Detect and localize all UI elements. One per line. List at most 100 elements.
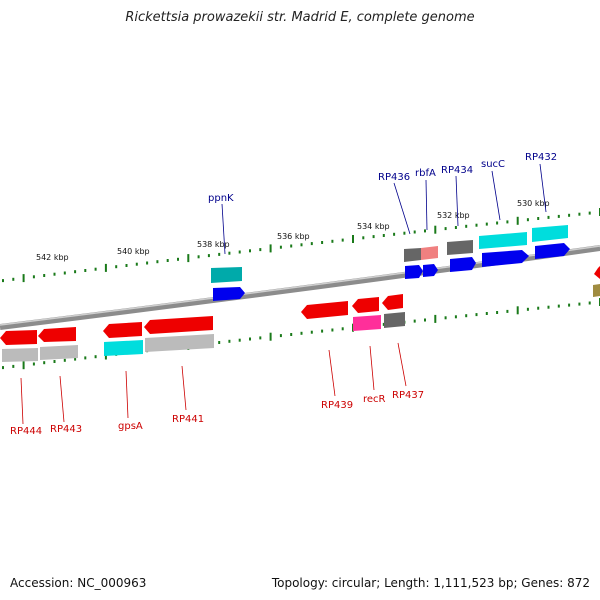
minor-tick <box>259 248 262 252</box>
major-tick <box>22 274 25 283</box>
major-tick <box>269 332 272 341</box>
gene-label-RP441: RP441 <box>172 414 204 425</box>
gene-feature[interactable] <box>450 257 476 272</box>
minor-tick <box>537 217 540 220</box>
minor-tick <box>249 249 251 253</box>
minor-tick <box>300 331 303 335</box>
minor-tick <box>424 229 426 233</box>
minor-tick <box>94 355 97 359</box>
gene-feature[interactable] <box>384 312 405 328</box>
gene-feature[interactable] <box>594 266 600 279</box>
major-tick <box>269 244 272 253</box>
minor-tick <box>115 265 118 269</box>
minor-tick <box>300 243 303 247</box>
minor-tick <box>43 274 46 277</box>
minor-tick <box>578 212 581 216</box>
minor-tick <box>32 362 35 366</box>
gene-feature[interactable] <box>423 264 438 277</box>
minor-tick <box>166 259 169 262</box>
minor-tick <box>218 252 221 256</box>
gene-feature[interactable] <box>447 240 473 255</box>
minor-tick <box>382 234 385 237</box>
minor-tick <box>321 241 324 244</box>
minor-tick <box>12 364 15 368</box>
minor-tick <box>557 214 560 218</box>
minor-tick <box>238 338 241 342</box>
gene-feature[interactable] <box>211 267 242 283</box>
forward-label-leaders <box>221 163 547 255</box>
minor-tick <box>588 301 591 305</box>
minor-tick <box>341 238 344 242</box>
gene-label-RP437: RP437 <box>392 390 424 401</box>
gene-feature[interactable] <box>353 315 381 331</box>
gene-feature[interactable] <box>145 334 214 352</box>
minor-tick <box>444 227 447 231</box>
scale-label-542: 542 kbp <box>36 253 69 262</box>
gene-label-RP436: RP436 <box>378 172 410 183</box>
minor-tick <box>279 334 282 338</box>
minor-tick <box>53 360 56 363</box>
scale-label-538: 538 kbp <box>197 240 230 249</box>
minor-tick <box>506 220 509 224</box>
scale-label-534: 534 kbp <box>357 222 390 231</box>
gene-feature[interactable] <box>301 301 348 319</box>
minor-tick <box>454 226 457 229</box>
major-tick <box>104 263 107 272</box>
minor-tick <box>228 339 231 343</box>
gene-label-RP439: RP439 <box>321 400 353 411</box>
minor-tick <box>341 327 344 331</box>
minor-tick <box>32 275 35 279</box>
major-tick <box>22 361 25 370</box>
minor-tick <box>496 221 499 225</box>
tick-track-outer <box>2 208 600 283</box>
minor-tick <box>372 235 375 239</box>
major-tick <box>434 225 437 234</box>
minor-tick <box>228 251 231 255</box>
gene-feature[interactable] <box>479 232 527 249</box>
gene-label-gpsA: gpsA <box>118 421 143 432</box>
gene-feature[interactable] <box>144 316 213 334</box>
gene-feature[interactable] <box>103 322 142 338</box>
gene-feature[interactable] <box>104 340 143 356</box>
gene-feature[interactable] <box>382 294 403 310</box>
gene-feature[interactable] <box>535 243 570 259</box>
gene-label-rbfA: rbfA <box>415 168 436 179</box>
gene-feature[interactable] <box>38 327 76 342</box>
minor-tick <box>177 257 179 261</box>
scale-labels: 542 kbp 540 kbp 538 kbp 536 kbp 534 kbp … <box>36 199 550 262</box>
minor-tick <box>526 218 529 222</box>
minor-tick <box>238 250 241 254</box>
gene-feature[interactable] <box>405 265 423 279</box>
minor-tick <box>465 314 468 318</box>
scale-label-540: 540 kbp <box>117 247 150 256</box>
minor-tick <box>290 333 293 336</box>
minor-tick <box>485 222 488 226</box>
gene-feature[interactable] <box>352 297 379 313</box>
reverse-genes <box>0 294 405 362</box>
gene-feature[interactable] <box>532 225 568 242</box>
gene-label-RP432: RP432 <box>525 152 557 163</box>
minor-tick <box>290 244 293 248</box>
minor-tick <box>259 336 262 340</box>
gene-feature[interactable] <box>2 348 38 362</box>
gene-label-recR: recR <box>363 394 386 405</box>
minor-tick <box>2 279 4 283</box>
minor-tick <box>526 307 529 311</box>
minor-tick <box>74 357 77 361</box>
gene-label-sucC: sucC <box>481 159 505 170</box>
minor-tick <box>465 224 468 228</box>
scale-label-530: 530 kbp <box>517 199 550 208</box>
minor-tick <box>413 230 416 234</box>
gene-feature[interactable] <box>213 287 245 301</box>
minor-tick <box>485 312 488 315</box>
gene-feature[interactable] <box>40 345 78 360</box>
gene-feature[interactable] <box>0 330 37 345</box>
gene-label-RP444: RP444 <box>10 426 42 437</box>
gene-feature[interactable] <box>482 250 529 267</box>
gene-feature[interactable] <box>593 284 600 297</box>
gene-feature[interactable] <box>404 248 421 262</box>
gene-feature[interactable] <box>421 246 438 260</box>
minor-tick <box>125 264 128 267</box>
minor-tick <box>84 269 87 272</box>
gene-label-ppnK: ppnK <box>208 193 234 204</box>
